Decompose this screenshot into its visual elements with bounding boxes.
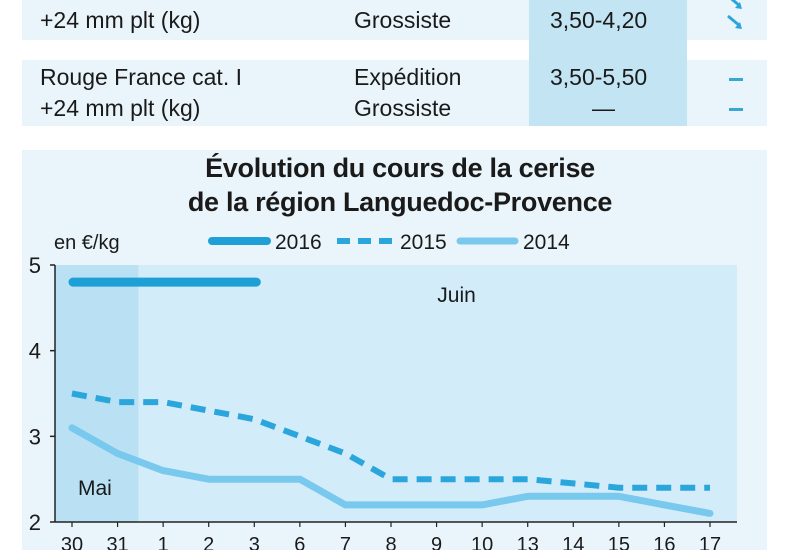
price-table: +24 mm plt (kg) Grossiste 3,50-4,20 Roug… (22, 0, 767, 128)
trend-down-icon (726, 0, 744, 12)
market-stage: Grossiste (354, 7, 452, 33)
y-tick-label: 3 (29, 424, 41, 449)
price-range: 3,50-5,50 (550, 64, 648, 90)
y-tick-label: 4 (29, 339, 41, 364)
product-name: Rouge France cat. I (40, 64, 242, 90)
month-label: Juin (437, 284, 476, 307)
x-tick-label: 1 (158, 534, 169, 550)
chart-title-line-1: Évolution du cours de la cerise (205, 153, 595, 183)
x-tick-label: 7 (340, 534, 351, 550)
x-tick-label: 16 (653, 534, 675, 550)
x-tick-label: 14 (562, 534, 584, 550)
may-region (55, 265, 139, 522)
chart-title-line-2: de la région Languedoc-Provence (187, 187, 613, 217)
x-tick-label: 3 (249, 534, 260, 550)
x-tick-label: 31 (106, 534, 128, 550)
price-range: — (592, 95, 615, 121)
legend-label-2014: 2014 (523, 231, 570, 254)
y-tick-label: 2 (29, 510, 41, 535)
price-column (529, 0, 687, 126)
x-tick-label: 17 (699, 534, 721, 550)
x-tick-label: 15 (608, 534, 630, 550)
product-name: +24 mm plt (kg) (40, 95, 201, 121)
x-tick-label: 9 (431, 534, 442, 550)
y-axis-unit: en €/kg (54, 232, 120, 254)
x-tick-label: 2 (203, 534, 214, 550)
x-tick-label: 8 (385, 534, 396, 550)
x-tick-label: 10 (471, 534, 493, 550)
plot-area (55, 265, 737, 522)
x-tick-label: 6 (294, 534, 305, 550)
x-tick-label: 30 (61, 534, 83, 550)
legend-label-2016: 2016 (275, 231, 322, 254)
price-range: 3,50-4,20 (550, 7, 648, 33)
month-label: Mai (78, 477, 112, 500)
product-name: +24 mm plt (kg) (40, 7, 201, 33)
market-stage: Grossiste (354, 95, 452, 121)
series-line-2015 (71, 390, 710, 491)
x-tick-label: 13 (517, 534, 539, 550)
legend-label-2015: 2015 (400, 231, 447, 254)
trend-stable-icon (729, 108, 743, 111)
y-tick-label: 5 (29, 253, 41, 278)
market-stage: Expédition (354, 64, 462, 90)
trend-down-icon (726, 14, 744, 32)
trend-stable-icon (729, 78, 743, 81)
